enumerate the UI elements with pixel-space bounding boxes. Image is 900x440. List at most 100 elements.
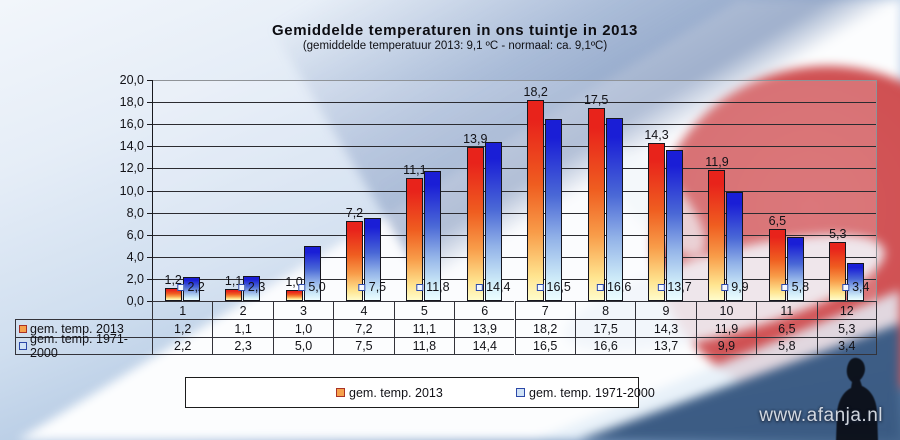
month-label-cell: 9	[635, 301, 696, 319]
bar-label-value: 11,8	[426, 280, 450, 294]
bar-2013	[648, 142, 666, 301]
bar-2013	[708, 169, 726, 301]
legend-key-2013-icon	[336, 388, 345, 397]
table-value-cell: 16,5	[514, 337, 575, 355]
legend-box: gem. temp. 2013 gem. temp. 1971-2000	[185, 377, 655, 408]
bar-label-2013: 14,3	[644, 127, 669, 142]
y-axis-label: 16,0	[119, 117, 144, 132]
bar-2013	[164, 287, 182, 301]
bar-label-key-icon	[298, 283, 306, 291]
bar-label-key-icon	[842, 283, 850, 291]
bar-label-1971-2000: 3,4	[842, 280, 869, 294]
bar-label-2013: 13,9	[463, 132, 488, 147]
y-axis-tick	[147, 124, 152, 126]
table-value-cell: 13,7	[635, 337, 696, 355]
table-value-cell: 17,5	[574, 319, 636, 337]
bar-label-1971-2000: 5,0	[298, 280, 326, 294]
table-value-cell: 14,3	[635, 319, 696, 337]
bar-label-2013: 18,2	[523, 84, 548, 99]
bar-label-2013: 11,9	[705, 154, 729, 169]
y-axis-label: 2,0	[126, 271, 144, 286]
bar-1971-2000	[545, 118, 563, 301]
bar-label-value: 14,4	[486, 280, 511, 294]
table-value-cell: 18,2	[514, 319, 575, 337]
bar-label-1971-2000: 11,8	[416, 280, 450, 294]
bar-label-key-icon	[237, 283, 245, 291]
y-axis-tick	[147, 146, 152, 148]
bar-label-1971-2000: 13,7	[657, 280, 692, 294]
month-label-cell: 2	[212, 301, 273, 319]
bar-1971-2000	[424, 170, 442, 301]
chart-subtitle: (gemiddelde temperatuur 2013: 9,1 ºC - n…	[302, 40, 608, 52]
legend-entry-2013: gem. temp. 2013	[336, 378, 443, 407]
y-axis-tick	[147, 256, 152, 258]
bar-label-key-icon	[536, 283, 544, 291]
series-key-icon	[19, 342, 27, 350]
y-axis-label: 20,0	[119, 73, 144, 87]
bar-label-1971-2000: 9,9	[721, 280, 749, 294]
month-label-cell: 4	[333, 301, 394, 319]
gridline	[152, 146, 877, 148]
chart-title: Gemiddelde temperaturen in ons tuintje i…	[271, 22, 639, 39]
gridline	[152, 190, 877, 192]
bar-label-key-icon	[476, 283, 484, 291]
bar-label-key-icon	[596, 283, 604, 291]
bar-label-1971-2000: 7,5	[358, 280, 387, 294]
bar-label-value: 2,2	[187, 280, 205, 294]
bar-label-value: 3,4	[852, 280, 870, 294]
watermark-text: www.afanja.nl	[759, 405, 883, 426]
bar-label-value: 7,5	[368, 280, 387, 294]
series-name: gem. temp. 2013	[30, 321, 124, 336]
gridline	[152, 102, 877, 104]
table-value-cell: 7,5	[333, 337, 394, 355]
table-value-cell: 1,1	[212, 319, 273, 337]
bar-label-2013: 6,5	[768, 214, 787, 229]
bar-label-key-icon	[177, 283, 185, 291]
y-axis-label: 12,0	[119, 161, 144, 176]
bar-label-key-icon	[721, 283, 729, 291]
gridline	[152, 168, 877, 170]
bar-2013	[829, 242, 847, 301]
legend-entry-1971-2000: gem. temp. 1971-2000	[516, 378, 655, 407]
bar-1971-2000	[303, 245, 321, 301]
plot-frame-right	[876, 80, 877, 301]
bar-label-2013: 17,5	[583, 92, 609, 107]
bar-label-value: 2,3	[247, 280, 266, 294]
y-axis-tick	[147, 102, 152, 104]
data-table: 1 2 3 4 5 6 7 8 9 10 11 12 gem. temp. 2013 1,2 1,1 1,0 7…	[15, 301, 877, 360]
month-label-cell: 12	[816, 301, 877, 319]
table-value-cell: 11,1	[393, 319, 455, 337]
bar-2013	[466, 147, 484, 301]
table-value-cell: 11,9	[695, 319, 757, 337]
bar-label-value: 9,9	[731, 280, 749, 294]
bar-label-2013: 5,3	[829, 227, 847, 242]
y-axis-label: 4,0	[126, 249, 144, 264]
bar-label-key-icon	[781, 283, 789, 291]
table-value-cell: 2,2	[152, 337, 213, 355]
month-label-cell: 1	[152, 301, 213, 319]
table-value-cell: 6,5	[756, 319, 817, 337]
y-axis-tick	[147, 301, 152, 302]
bar-label-key-icon	[657, 283, 665, 291]
legend-label-1971-2000: gem. temp. 1971-2000	[529, 385, 655, 400]
bar-label-1971-2000: 16,5	[536, 280, 571, 294]
bar-label-key-icon	[358, 283, 366, 291]
table-value-cell: 7,2	[333, 319, 394, 337]
y-axis-label: 10,0	[119, 183, 144, 198]
bar-1971-2000	[786, 236, 804, 301]
person-silhouette-graphic	[836, 357, 878, 440]
y-axis-tick	[147, 190, 152, 192]
bar-label-1971-2000: 14,4	[476, 280, 510, 294]
gridline	[152, 212, 877, 214]
table-value-cell: 1,0	[272, 319, 334, 337]
bar-label-value: 5,8	[791, 280, 810, 294]
table-value-cell: 14,4	[454, 337, 515, 355]
legend-label-2013: gem. temp. 2013	[349, 385, 443, 400]
bar-2013	[768, 229, 786, 301]
bar-2013	[587, 107, 605, 301]
month-label-cell: 10	[695, 301, 757, 319]
y-axis-tick	[147, 168, 152, 170]
bar-2013	[225, 288, 243, 301]
table-value-cell: 1,2	[152, 319, 213, 337]
series-header-cell: gem. temp. 2013	[15, 319, 152, 337]
